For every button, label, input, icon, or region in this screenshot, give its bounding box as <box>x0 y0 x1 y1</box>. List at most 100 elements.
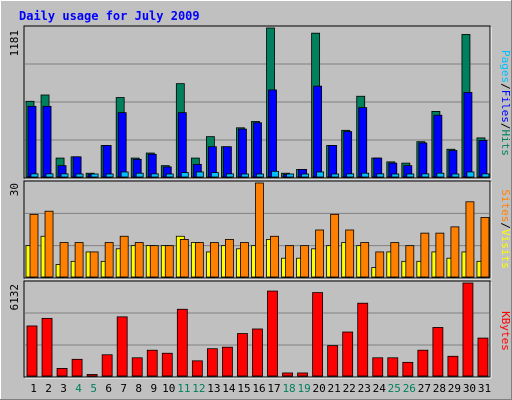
x-tick-label: 26 <box>403 382 416 395</box>
pages-bar <box>481 173 490 178</box>
sites-bar <box>420 232 430 278</box>
sites-bar <box>450 226 460 278</box>
kbytes-bar <box>372 357 384 377</box>
x-tick-label: 8 <box>135 382 142 395</box>
kbytes-bar <box>282 372 293 377</box>
x-tick-label: 28 <box>433 382 446 395</box>
sites-bar <box>209 242 219 278</box>
ylabel-kbytes-text: KBytes <box>499 311 512 351</box>
x-tick-label: 31 <box>478 382 491 395</box>
sites-bar <box>300 245 309 278</box>
x-tick-label: 16 <box>252 382 265 395</box>
pages-bar <box>195 171 204 178</box>
sites-bar <box>194 242 204 278</box>
kbytes-bar <box>71 358 83 377</box>
x-tick-label: 25 <box>388 382 401 395</box>
kbytes-bar <box>312 292 324 377</box>
files-bar <box>448 150 458 178</box>
sites-bar <box>240 242 249 278</box>
pages-bar <box>436 172 445 178</box>
kbytes-bar <box>131 357 143 377</box>
pages-bar <box>406 173 415 178</box>
kbytes-bar <box>41 317 53 377</box>
files-bar <box>268 89 277 178</box>
kbytes-bar <box>432 327 444 377</box>
sites-bar <box>29 213 39 278</box>
files-bar <box>478 140 488 178</box>
x-tick-label: 4 <box>75 382 82 395</box>
files-bar <box>177 112 187 178</box>
ylabel-pages: Pages <box>499 50 512 83</box>
x-tick-label: 11 <box>177 382 190 395</box>
files-bar <box>328 145 338 178</box>
kbytes-bar <box>237 333 248 377</box>
pages-bar <box>466 171 475 178</box>
chart-title: Daily usage for July 2009 <box>19 9 200 23</box>
x-tick-label: 9 <box>150 382 157 395</box>
kbytes-bar <box>56 368 68 377</box>
files-bar <box>42 105 52 178</box>
pages-bar <box>60 173 69 178</box>
pages-bar <box>316 171 325 178</box>
files-bar <box>463 92 473 178</box>
files-bar <box>433 114 443 178</box>
ylabel-visitors: Sites/Visits <box>499 189 512 269</box>
kbytes-bar <box>447 355 459 377</box>
pages-bar <box>421 173 430 178</box>
pages-bar <box>286 173 294 178</box>
files-bar <box>223 146 232 178</box>
ylabel-files: Files <box>499 90 512 123</box>
files-bar <box>418 142 428 178</box>
ylabel-hits: Hits <box>499 130 512 157</box>
sites-bar <box>179 238 189 278</box>
x-tick-label: 12 <box>192 382 205 395</box>
kbytes-bar <box>357 302 369 377</box>
x-tick-label: 17 <box>267 382 280 395</box>
files-bar <box>27 105 37 178</box>
x-tick-label: 24 <box>373 382 387 395</box>
pages-bar <box>45 173 54 178</box>
kbytes-bar <box>387 357 399 377</box>
kbytes-bar <box>86 374 98 377</box>
x-tick-label: 19 <box>297 382 310 395</box>
files-bar <box>343 131 353 178</box>
kbytes-bar <box>417 349 429 377</box>
sites-bar <box>480 217 490 278</box>
ylabel-sep-1: / <box>499 83 512 90</box>
x-tick-label: 3 <box>60 382 67 395</box>
pages-bar <box>120 171 129 178</box>
pages-bar <box>301 173 309 178</box>
sites-bar <box>375 251 385 278</box>
ylabel-visits: Visits <box>499 229 512 269</box>
files-bar <box>117 112 127 178</box>
pages-bar <box>346 173 355 178</box>
kbytes-bar <box>477 337 489 377</box>
ymax-label-requests: 1181 <box>8 30 21 57</box>
files-bar <box>358 107 368 178</box>
pages-bar <box>361 172 370 178</box>
sites-bar <box>164 245 174 278</box>
pages-bar <box>90 173 99 178</box>
kbytes-bar <box>297 372 308 377</box>
sites-bar <box>330 213 340 278</box>
ymax-label-visitors: 30 <box>8 183 21 196</box>
sites-bar <box>225 238 234 278</box>
kbytes-bar <box>222 346 233 377</box>
x-tick-label: 10 <box>162 382 175 395</box>
sites-bar <box>390 242 400 278</box>
x-tick-label: 18 <box>282 382 295 395</box>
pages-bar <box>180 172 189 178</box>
kbytes-bar <box>342 331 354 377</box>
kbytes-bar <box>26 325 38 377</box>
sites-bar <box>360 242 370 278</box>
pages-bar <box>451 173 460 178</box>
kbytes-bar <box>402 361 414 377</box>
x-tick-label: 30 <box>463 382 476 395</box>
x-tick-label: 15 <box>237 382 250 395</box>
sites-bar <box>315 229 325 278</box>
pages-bar <box>105 173 114 178</box>
pages-bar <box>165 173 174 178</box>
pages-bar <box>150 173 159 178</box>
ylabel-sep-3: / <box>499 222 512 229</box>
